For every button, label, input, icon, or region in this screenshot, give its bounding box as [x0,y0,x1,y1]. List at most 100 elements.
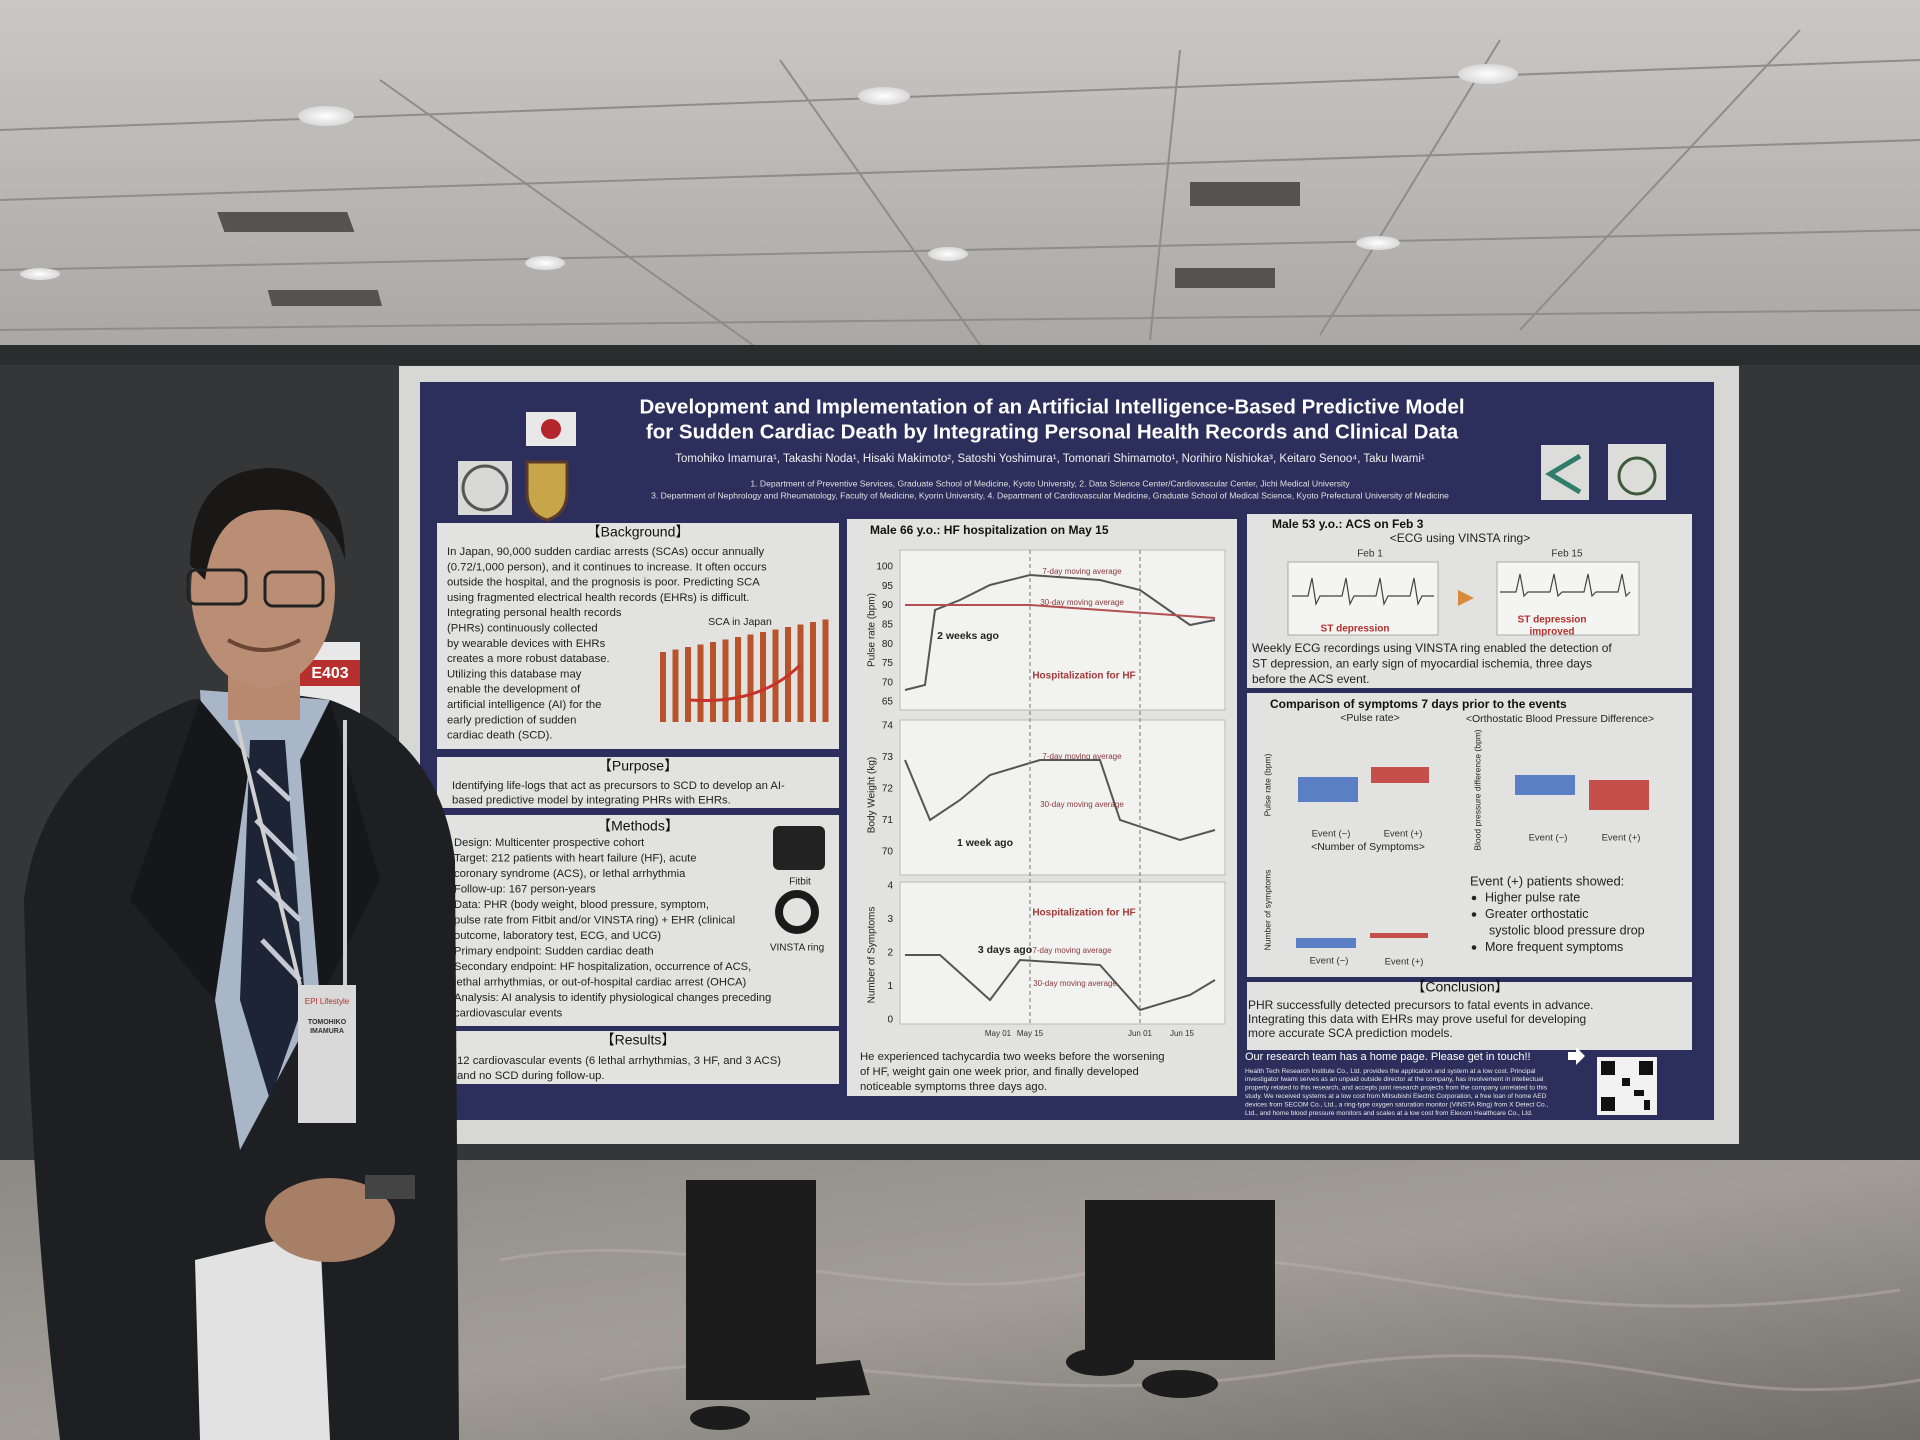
body-text: Integrating personal health records [447,607,622,619]
axis-label: Pulse rate (bpm) [1262,753,1272,816]
axis-label: Number of Symptoms [867,907,878,1004]
booth-sign-band [300,660,360,686]
tick-label: 70 [882,677,894,688]
tick-label: 90 [882,600,894,611]
body-text: cardiac death (SCD). [447,730,552,742]
lanyard-text: EPI Lifestyle [305,997,350,1006]
bullet [1471,912,1477,917]
body-text: early prediction of sudden [447,714,576,726]
annotation: improved [1529,627,1574,638]
footer-arrow [1568,1047,1585,1065]
logo-kpum [1608,444,1666,500]
group-label: Event (−) [1529,833,1568,844]
date-label: Feb 1 [1357,549,1383,560]
footer-disclosure: Ltd., and home blood pressure monitors a… [1245,1110,1533,1117]
body-text: 12 cardiovascular events (6 lethal arrhy… [457,1055,781,1067]
caption: He experienced tachycardia two weeks bef… [860,1051,1165,1063]
tick-label: 74 [882,721,894,732]
tick-label: Jun 15 [1170,1029,1195,1038]
sca-bar [760,632,766,722]
hf-traces [904,573,1216,1012]
body-text: enable the development of [447,684,581,696]
tick-label: May 01 [985,1029,1012,1038]
footer-contact: Our research team has a home page. Pleas… [1245,1051,1531,1063]
body-text: Follow-up: 167 person-years [454,883,596,895]
tick-label: 2 [887,948,893,959]
panel-heading: Male 66 y.o.: HF hospitalization on May … [870,523,1109,537]
panel-heading: Male 53 y.o.: ACS on Feb 3 [1272,517,1424,531]
body-text: by wearable devices with EHRs [447,638,606,650]
sca-bar [660,652,666,722]
annotation: Hospitalization for HF [1032,908,1135,919]
poster-title: for Sudden Cardiac Death by Integrating … [646,420,1459,443]
plot-title: <Number of Symptoms> [1311,841,1425,853]
body-text: Primary endpoint: Sudden cardiac death [454,945,654,957]
body-text: Target: 212 patients with heart failure … [454,852,697,864]
summary-point: More frequent symptoms [1485,940,1623,954]
sca-trend [689,663,802,703]
tick-label: 100 [876,562,893,573]
group-label: Event (+) [1602,833,1641,844]
tick-label: 3 [887,914,893,925]
summary-point: systolic blood pressure drop [1489,923,1645,937]
body-text: coronary syndrome (ACS), or lethal arrhy… [454,868,686,880]
poster-affiliation: 1. Department of Preventive Services, Gr… [750,478,1350,488]
device-label: Fitbit [789,877,811,888]
footer-disclosure: investigator Iwami serves as an unpaid o… [1245,1076,1544,1083]
presenter [24,468,459,1440]
plot-title: <Pulse rate> [1340,712,1400,724]
tick-label: May 15 [1017,1029,1044,1038]
body-text: (0.72/1,000 person), and it continues to… [447,561,767,573]
axis-label: Body Weight (kg) [867,757,878,834]
tick-label: 80 [882,639,894,650]
body-text: Weekly ECG recordings using VINSTA ring … [1252,641,1612,655]
axis-label: Blood pressure difference (bpm) [1472,729,1482,850]
ceiling-lights [20,64,1518,280]
poster-affiliation: 3. Department of Nephrology and Rheumato… [651,490,1449,500]
body-text: Data: PHR (body weight, blood pressure, … [454,899,709,911]
body-text: outside the hospital, and the prognosis … [447,577,760,589]
tick-label: 71 [882,815,894,826]
body-text: more accurate SCA prediction models. [1248,1026,1453,1040]
body-text: creates a more robust database. [447,653,610,665]
body-text: In Japan, 90,000 sudden cardiac arrests … [447,546,764,558]
group-label: Event (−) [1312,829,1351,840]
sca-bar [697,644,704,722]
footer-disclosure: Health Tech Research Institute Co., Ltd.… [1245,1068,1536,1075]
sca-bar [722,639,729,722]
ring-image [775,890,819,934]
annotation: 7-day moving average [1032,946,1112,955]
flag-disc [541,419,561,439]
body-text: ST depression, an early sign of myocardi… [1252,657,1592,671]
body-text: PHR successfully detected precursors to … [1248,998,1594,1012]
footer-disclosure: property related to this research, and a… [1245,1085,1548,1092]
annotation: 7-day moving average [1042,752,1122,761]
body-text: (PHRs) continuously collected [447,622,598,634]
logo-ring [461,464,509,512]
body-text: Utilizing this database may [447,668,582,680]
tick-label: 65 [882,697,894,708]
annotation: 30-day moving average [1040,598,1124,607]
name-tag: IMAMURA [310,1028,344,1035]
tick-label: 95 [882,581,894,592]
air-vents [217,182,1300,306]
sca-bar [810,622,816,722]
group-label: Event (−) [1310,956,1349,967]
date-label: Feb 15 [1551,549,1583,560]
boxplots [1296,767,1649,948]
section-heading: 【Purpose】 [598,758,678,774]
ecg-boxes [1287,561,1640,636]
caption: noticeable symptoms three days ago. [860,1081,1047,1093]
ecg-traces [1292,573,1631,606]
sca-bar [797,624,804,722]
logo-kpum-ring [1617,456,1657,496]
caption: of HF, weight gain one week prior, and f… [860,1066,1139,1078]
body-text: pulse rate from Fitbit and/or VINSTA rin… [454,914,735,926]
tick-label: 73 [882,752,894,763]
tick-label: 75 [882,658,894,669]
booth-number: E403 [311,665,348,682]
summary-point: Higher pulse rate [1485,890,1580,904]
bullet [1471,895,1477,901]
